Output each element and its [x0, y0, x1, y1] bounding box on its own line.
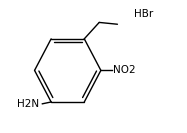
Text: NO2: NO2 [113, 65, 136, 75]
Text: H2N: H2N [17, 99, 40, 109]
Text: HBr: HBr [134, 9, 153, 19]
